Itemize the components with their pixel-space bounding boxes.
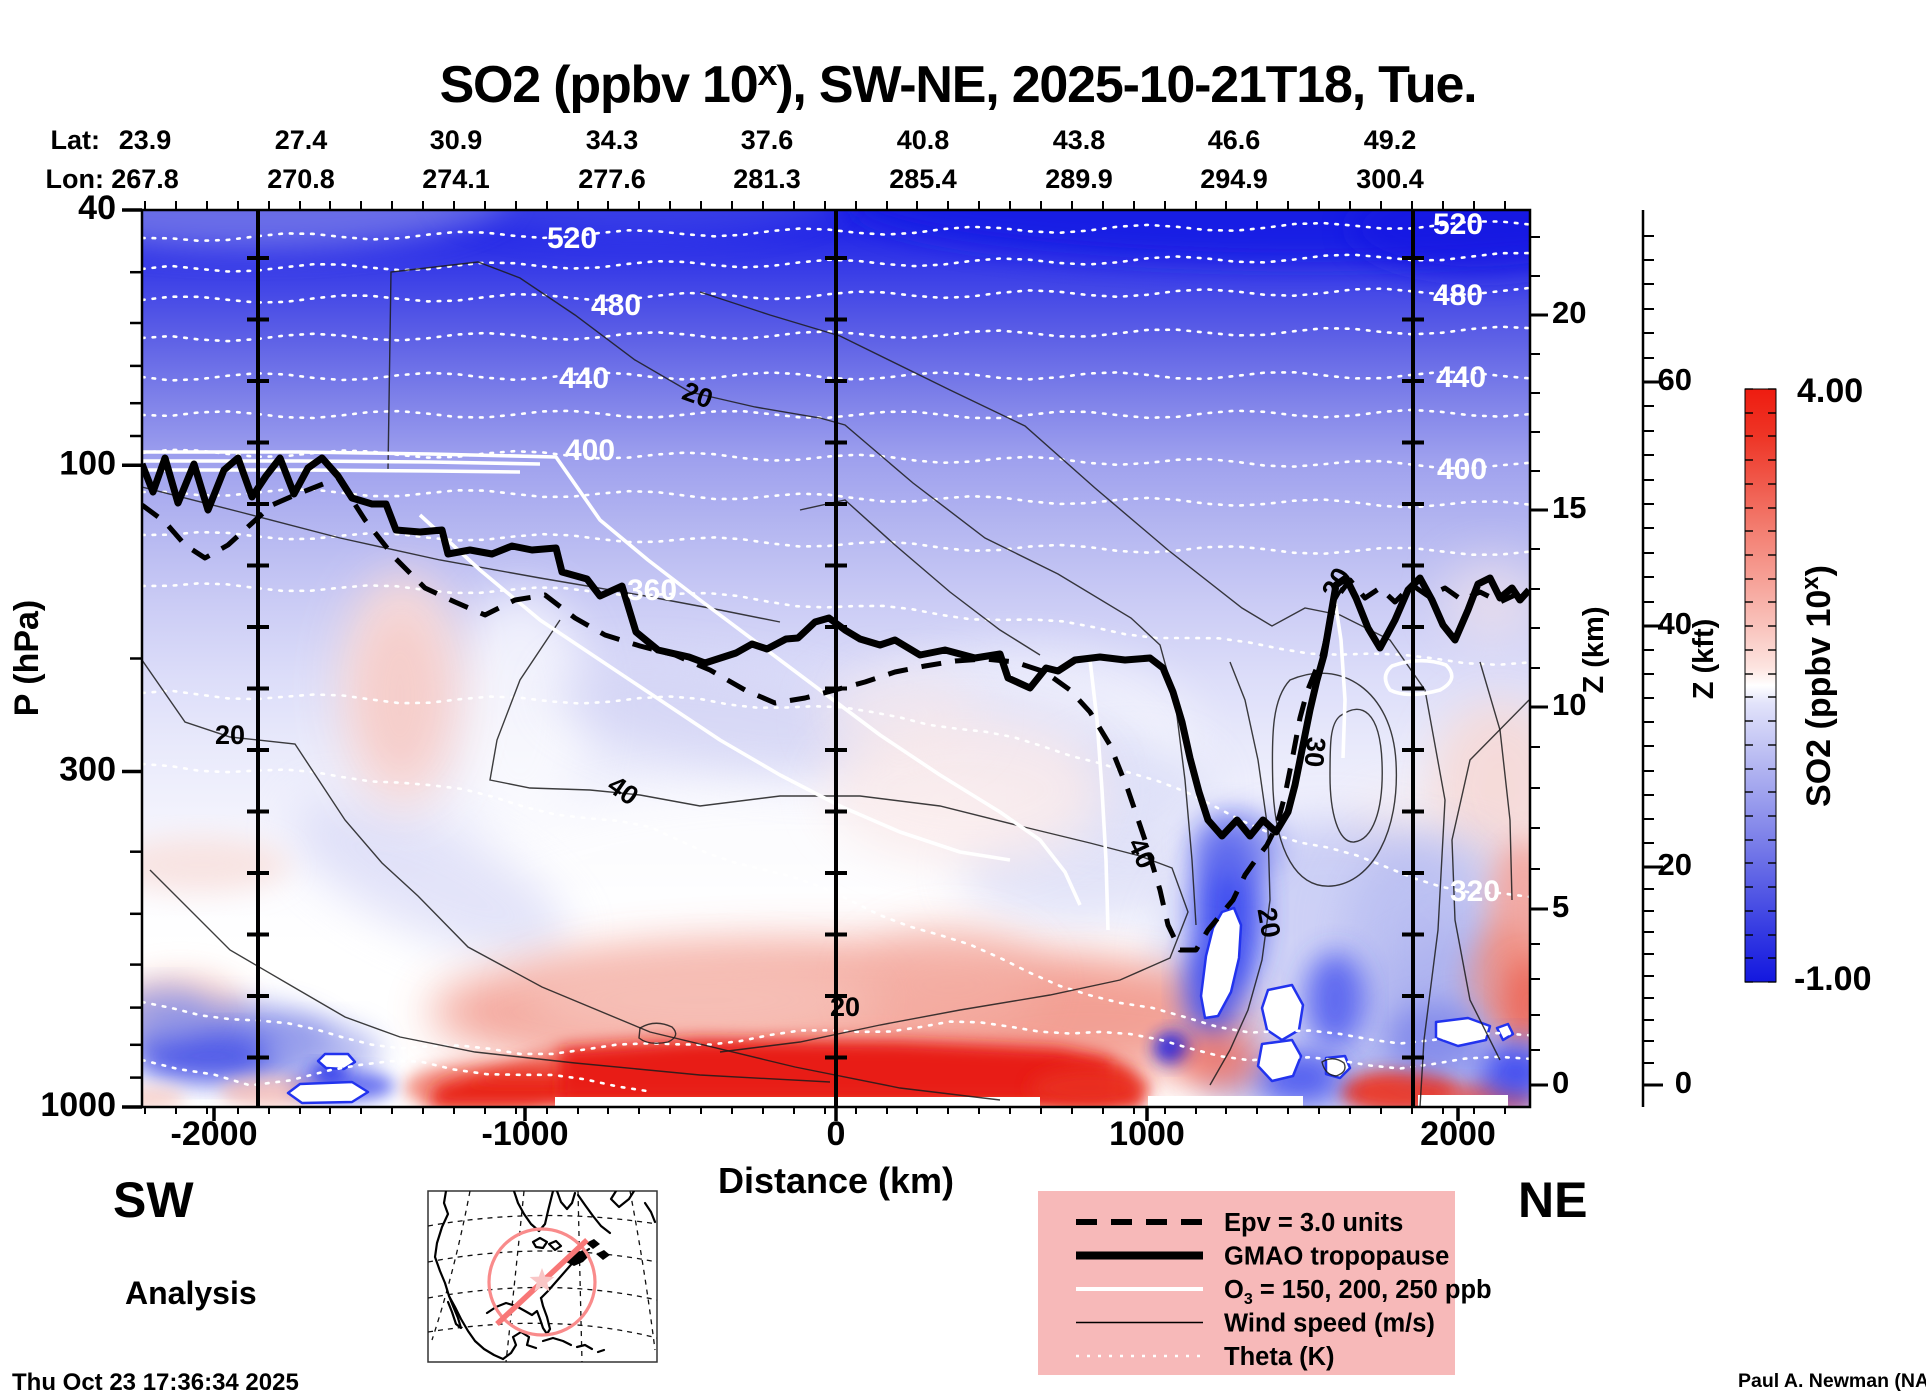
svg-text:300: 300 bbox=[59, 750, 116, 788]
svg-text:Theta (K): Theta (K) bbox=[1224, 1343, 1335, 1371]
svg-text:Lat:: Lat: bbox=[51, 125, 101, 155]
svg-text:37.6: 37.6 bbox=[741, 125, 794, 155]
svg-text:440: 440 bbox=[559, 362, 609, 395]
svg-text:520: 520 bbox=[1433, 208, 1483, 241]
svg-text:SW: SW bbox=[113, 1172, 194, 1228]
svg-text:320: 320 bbox=[1450, 875, 1500, 908]
svg-text:480: 480 bbox=[591, 289, 641, 322]
svg-text:100: 100 bbox=[59, 444, 116, 482]
svg-text:Wind speed (m/s): Wind speed (m/s) bbox=[1224, 1310, 1435, 1338]
svg-text:NE: NE bbox=[1518, 1172, 1587, 1228]
svg-text:60: 60 bbox=[1658, 362, 1692, 397]
svg-text:1000: 1000 bbox=[1109, 1115, 1185, 1153]
svg-text:Z (kft): Z (kft) bbox=[1688, 619, 1720, 700]
svg-text:15: 15 bbox=[1552, 490, 1586, 525]
svg-text:Lon:: Lon: bbox=[46, 164, 104, 194]
svg-text:400: 400 bbox=[1437, 453, 1487, 486]
svg-text:O3 = 150, 200, 250 ppb: O3 = 150, 200, 250 ppb bbox=[1224, 1276, 1492, 1308]
svg-text:40: 40 bbox=[78, 189, 116, 227]
svg-text:0: 0 bbox=[1552, 1065, 1569, 1100]
svg-text:267.8: 267.8 bbox=[111, 164, 179, 194]
svg-text:49.2: 49.2 bbox=[1364, 125, 1417, 155]
svg-text:2000: 2000 bbox=[1420, 1115, 1496, 1153]
svg-text:P (hPa): P (hPa) bbox=[8, 600, 46, 717]
svg-text:20: 20 bbox=[1552, 295, 1586, 330]
svg-text:40: 40 bbox=[1658, 606, 1692, 641]
svg-text:20: 20 bbox=[1658, 847, 1692, 882]
svg-text:Epv = 3.0 units: Epv = 3.0 units bbox=[1224, 1209, 1403, 1237]
svg-text:SO2 (ppbv 10x), SW-NE, 2025-10: SO2 (ppbv 10x), SW-NE, 2025-10-21T18, Tu… bbox=[440, 52, 1477, 114]
svg-text:274.1: 274.1 bbox=[422, 164, 490, 194]
svg-text:-2000: -2000 bbox=[171, 1115, 258, 1153]
svg-text:Z (km): Z (km) bbox=[1578, 607, 1610, 694]
svg-text:23.9: 23.9 bbox=[119, 125, 172, 155]
svg-text:294.9: 294.9 bbox=[1200, 164, 1268, 194]
svg-text:360: 360 bbox=[627, 574, 677, 607]
svg-text:277.6: 277.6 bbox=[578, 164, 646, 194]
svg-text:289.9: 289.9 bbox=[1045, 164, 1113, 194]
svg-text:270.8: 270.8 bbox=[267, 164, 335, 194]
svg-text:Paul A. Newman (NASA: Paul A. Newman (NASA bbox=[1738, 1370, 1926, 1392]
svg-text:GMAO tropopause: GMAO tropopause bbox=[1224, 1243, 1449, 1271]
svg-text:285.4: 285.4 bbox=[889, 164, 957, 194]
svg-text:34.3: 34.3 bbox=[586, 125, 639, 155]
svg-text:5: 5 bbox=[1552, 889, 1569, 924]
svg-text:27.4: 27.4 bbox=[275, 125, 328, 155]
svg-text:Distance (km): Distance (km) bbox=[718, 1160, 954, 1201]
svg-text:20: 20 bbox=[215, 720, 245, 750]
svg-text:520: 520 bbox=[547, 222, 597, 255]
svg-text:Thu Oct 23 17:36:34 2025: Thu Oct 23 17:36:34 2025 bbox=[12, 1369, 299, 1394]
svg-text:440: 440 bbox=[1436, 361, 1486, 394]
svg-text:30: 30 bbox=[1299, 736, 1332, 769]
svg-text:10: 10 bbox=[1552, 687, 1586, 722]
svg-text:480: 480 bbox=[1433, 279, 1483, 312]
svg-text:43.8: 43.8 bbox=[1053, 125, 1106, 155]
svg-text:46.6: 46.6 bbox=[1208, 125, 1261, 155]
svg-text:0: 0 bbox=[1675, 1065, 1692, 1100]
svg-text:281.3: 281.3 bbox=[733, 164, 801, 194]
svg-text:40.8: 40.8 bbox=[897, 125, 950, 155]
svg-text:4.00: 4.00 bbox=[1797, 372, 1863, 410]
svg-text:-1.00: -1.00 bbox=[1794, 960, 1872, 998]
svg-text:300.4: 300.4 bbox=[1356, 164, 1424, 194]
svg-text:400: 400 bbox=[565, 434, 615, 467]
svg-text:1000: 1000 bbox=[40, 1086, 116, 1124]
svg-text:20: 20 bbox=[1251, 905, 1286, 940]
svg-text:Analysis: Analysis bbox=[125, 1275, 257, 1311]
svg-text:0: 0 bbox=[827, 1115, 846, 1153]
svg-text:-1000: -1000 bbox=[482, 1115, 569, 1153]
svg-text:SO2 (ppbv 10x): SO2 (ppbv 10x) bbox=[1797, 565, 1838, 807]
svg-text:30.9: 30.9 bbox=[430, 125, 483, 155]
